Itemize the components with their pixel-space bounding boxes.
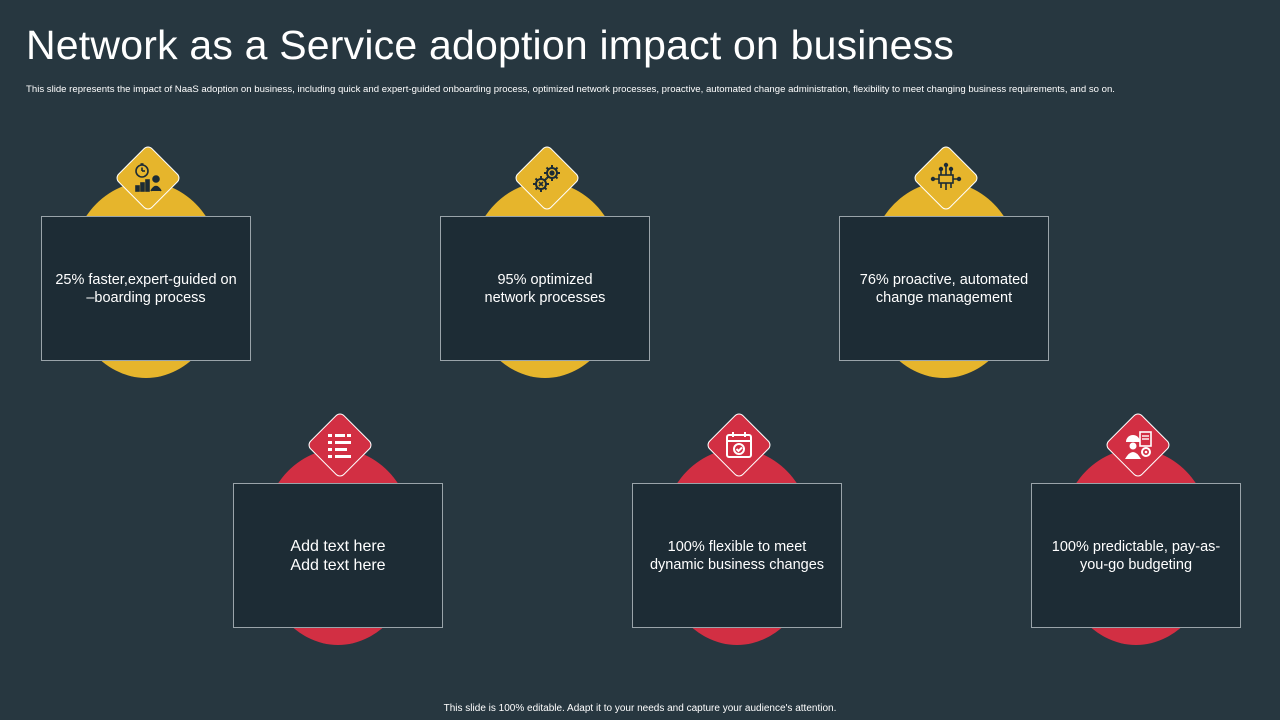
card-line-1: 100% predictable, pay-as- <box>1051 538 1221 555</box>
impact-card-network: 95% optimized network processes <box>440 144 650 384</box>
card-line-2: –boarding process <box>86 289 206 306</box>
impact-card-onboarding: 25% faster,expert-guided on –boarding pro… <box>41 144 251 384</box>
worker-budget-icon <box>1104 411 1172 479</box>
card-line-2: you-go budgeting <box>1079 556 1193 573</box>
calendar-check-icon <box>705 411 773 479</box>
card-text-box: 25% faster,expert-guided on –boarding pro… <box>41 216 251 361</box>
impact-card-flexible: 100% flexible to meet dynamic business ch… <box>632 411 842 651</box>
card-text-box: 95% optimized network processes <box>440 216 650 361</box>
card-text-box: Add text here Add text here <box>233 483 443 628</box>
stopwatch-growth-icon <box>114 144 182 212</box>
gears-optimize-icon <box>513 144 581 212</box>
page-title: Network as a Service adoption impact on … <box>26 22 955 68</box>
impact-card-budgeting: 100% predictable, pay-as-you-go budgetin… <box>1031 411 1241 651</box>
card-line-2: network processes <box>484 289 606 306</box>
card-line-1: 95% optimized <box>497 271 593 288</box>
page-subtitle: This slide represents the impact of NaaS… <box>26 84 1115 95</box>
card-line-1: 25% faster,expert-guided on <box>55 271 237 288</box>
page-footer: This slide is 100% editable. Adapt it to… <box>443 703 837 714</box>
card-line-1: Add text here <box>290 537 386 555</box>
checklist-icon <box>306 411 374 479</box>
impact-card-change: 76% proactive, automated change managemen… <box>839 144 1049 384</box>
circuit-automation-icon <box>912 144 980 212</box>
impact-card-placeholder: Add text here Add text here <box>233 411 443 651</box>
card-line-1: 76% proactive, automated <box>859 271 1029 288</box>
card-line-2: Add text here <box>290 556 386 574</box>
card-text-box: 100% predictable, pay-as-you-go budgetin… <box>1031 483 1241 628</box>
card-text-box: 100% flexible to meet dynamic business ch… <box>632 483 842 628</box>
card-line-2: dynamic business changes <box>649 556 825 573</box>
card-line-2: change management <box>875 289 1013 306</box>
card-line-1: 100% flexible to meet <box>667 538 807 555</box>
card-text-box: 76% proactive, automated change managemen… <box>839 216 1049 361</box>
